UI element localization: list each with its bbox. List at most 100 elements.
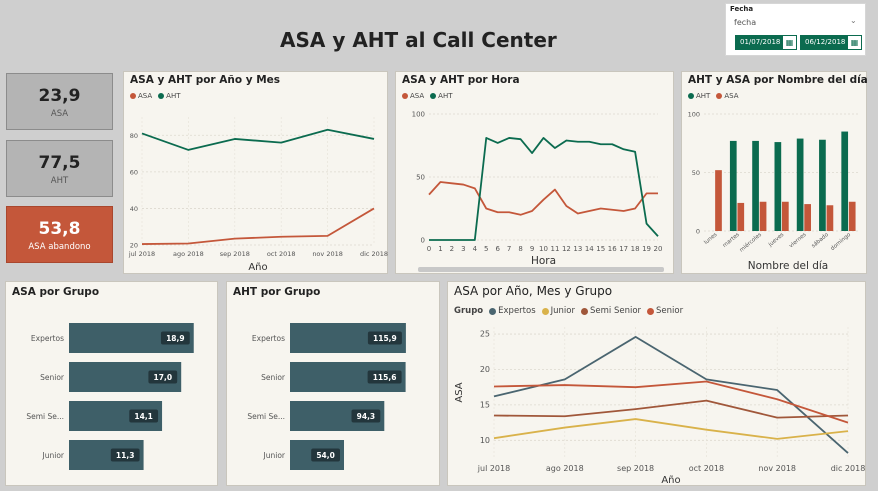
chart-group-month: 10 15 20 25 jul 2018 ago 2018 sep 2018 oct 2018… (454, 327, 865, 486)
chart-legend: ASA AHT (130, 92, 183, 100)
chart-legend: ASA AHT (402, 92, 455, 100)
chart-month: 20 40 60 80 jul 2018 ago 2018 sep 2018 oct 2018… (128, 117, 388, 273)
slicer-dropdown[interactable]: fecha (734, 18, 757, 27)
data-label-bg (367, 370, 402, 384)
calendar-icon[interactable]: ▦ (783, 36, 796, 49)
chart-title: ASA por Año, Mes y Grupo (454, 284, 613, 298)
panel-asa-group: ASA por Grupo Expertos 18,9 Senior 17,0 Semi… (5, 281, 218, 486)
x-tick-label: jul 2018 (477, 464, 510, 473)
x-tick-label: miércoles (738, 231, 763, 254)
legend-dot-icon (430, 93, 437, 99)
legend-label: AHT (696, 92, 711, 100)
x-tick-label: jul 2018 (128, 250, 155, 258)
calendar-icon[interactable]: ▦ (848, 36, 861, 49)
x-tick-label: 19 (642, 245, 651, 253)
series-line-aht (429, 137, 659, 241)
series-line-asa (428, 181, 658, 216)
series-line-aht (141, 128, 375, 151)
legend-item[interactable]: Junior (541, 306, 575, 316)
chart-title: ASA y AHT por Hora (402, 74, 520, 86)
y-tick-label: Semi Se... (26, 412, 64, 421)
kpi-aht-value: 77,5 (38, 153, 81, 173)
legend-item[interactable]: ASA (402, 92, 424, 100)
x-tick-label: 7 (507, 245, 511, 253)
kpi-asa-label: ASA (50, 109, 69, 119)
chart-asa-group: Expertos 18,9 Senior 17,0 Semi Se... 14,1 Juni… (26, 323, 194, 470)
chart-title: AHT por Grupo (233, 286, 321, 298)
legend-item[interactable]: AHT (688, 92, 710, 100)
legend-label: ASA (138, 92, 153, 100)
data-label-bg (148, 370, 178, 384)
y-tick-label: 0 (421, 237, 425, 245)
x-tick-label: domingo (830, 232, 853, 252)
x-tick-label: 20 (654, 245, 663, 253)
legend-label: Senior (656, 306, 684, 316)
x-tick-label: 5 (484, 245, 488, 253)
y-tick-label: 50 (416, 174, 425, 182)
bar-aht (796, 138, 804, 231)
date-to-input[interactable]: 06/12/2018 ▦ (800, 35, 862, 50)
bar-aht (729, 140, 737, 231)
data-label-bg (160, 331, 190, 345)
bar-asa (759, 201, 767, 231)
series-line-senior (493, 380, 849, 424)
legend-item[interactable]: Expertos (489, 306, 536, 316)
series-line-expertos (493, 336, 849, 454)
date-slicer[interactable]: Fecha fecha ⌄ 01/07/2018 ▦ 06/12/2018 ▦ (725, 3, 866, 56)
x-tick-label: martes (722, 232, 741, 249)
panel-hour: ASA y AHT por Hora ASA AHT 0 50 100 0 1 2 3 4 5 6… (395, 71, 674, 274)
legend-dot-icon (647, 307, 655, 315)
y-tick-label: Senior (261, 373, 286, 382)
data-label: 54,0 (316, 451, 335, 460)
bar-asa (715, 170, 722, 231)
x-tick-label: 1 (438, 245, 442, 253)
legend-label: AHT (438, 92, 453, 100)
chart-title: ASA y AHT por Año y Mes (130, 74, 281, 86)
y-tick-label: Semi Se... (247, 412, 285, 421)
y-tick-label: 0 (696, 228, 700, 236)
x-tick-label: ago 2018 (546, 464, 584, 473)
kpi-aht-label: AHT (50, 176, 69, 186)
y-tick-label: 10 (480, 436, 490, 445)
legend-item[interactable]: Semi Senior (580, 306, 642, 316)
x-tick-label: 8 (518, 245, 522, 253)
data-label: 115,9 (373, 334, 397, 343)
x-tick-label: nov 2018 (758, 464, 796, 473)
data-label-bg (351, 409, 381, 423)
chart-aht-group: Expertos 115,9 Senior 115,6 Semi Se... 94,3 Ju… (247, 323, 406, 470)
date-from-input[interactable]: 01/07/2018 ▦ (735, 35, 797, 50)
series-line-junior (493, 418, 849, 440)
legend-item[interactable]: AHT (430, 92, 452, 100)
date-to-value: 06/12/2018 (805, 38, 846, 46)
x-tick-label: 12 (562, 245, 571, 253)
legend-label: Expertos (498, 306, 536, 316)
series-line-semi-senior (493, 399, 849, 419)
data-label: 17,0 (154, 373, 173, 382)
x-axis-label: Año (248, 262, 267, 273)
chevron-down-icon[interactable]: ⌄ (850, 16, 857, 25)
legend-item[interactable]: AHT (158, 92, 180, 100)
y-tick-label: Junior (42, 451, 65, 460)
panel-group-month: ASA por Año, Mes y Grupo Grupo Expertos … (447, 281, 866, 486)
x-tick-label: 14 (585, 245, 594, 253)
date-from-value: 01/07/2018 (740, 38, 781, 46)
legend-item[interactable]: ASA (716, 92, 738, 100)
y-tick-label: 20 (130, 242, 138, 250)
y-tick-label: 15 (480, 400, 490, 409)
y-tick-label: 100 (688, 111, 700, 119)
x-tick-label: 9 (530, 245, 534, 253)
data-label: 11,3 (116, 451, 135, 460)
horizontal-scrollbar[interactable] (418, 267, 664, 272)
x-tick-label: viernes (788, 232, 807, 250)
x-tick-label: nov 2018 (312, 250, 343, 258)
x-tick-label: 10 (539, 245, 548, 253)
legend-label: Semi Senior (589, 306, 642, 316)
x-tick-label: jueves (767, 232, 785, 249)
legend-item[interactable]: ASA (130, 92, 152, 100)
legend-item[interactable]: Senior (647, 306, 683, 316)
y-tick-label: 50 (692, 169, 700, 177)
bar-asa (848, 201, 856, 231)
data-label: 94,3 (357, 412, 376, 421)
x-tick-label: 15 (596, 245, 605, 253)
